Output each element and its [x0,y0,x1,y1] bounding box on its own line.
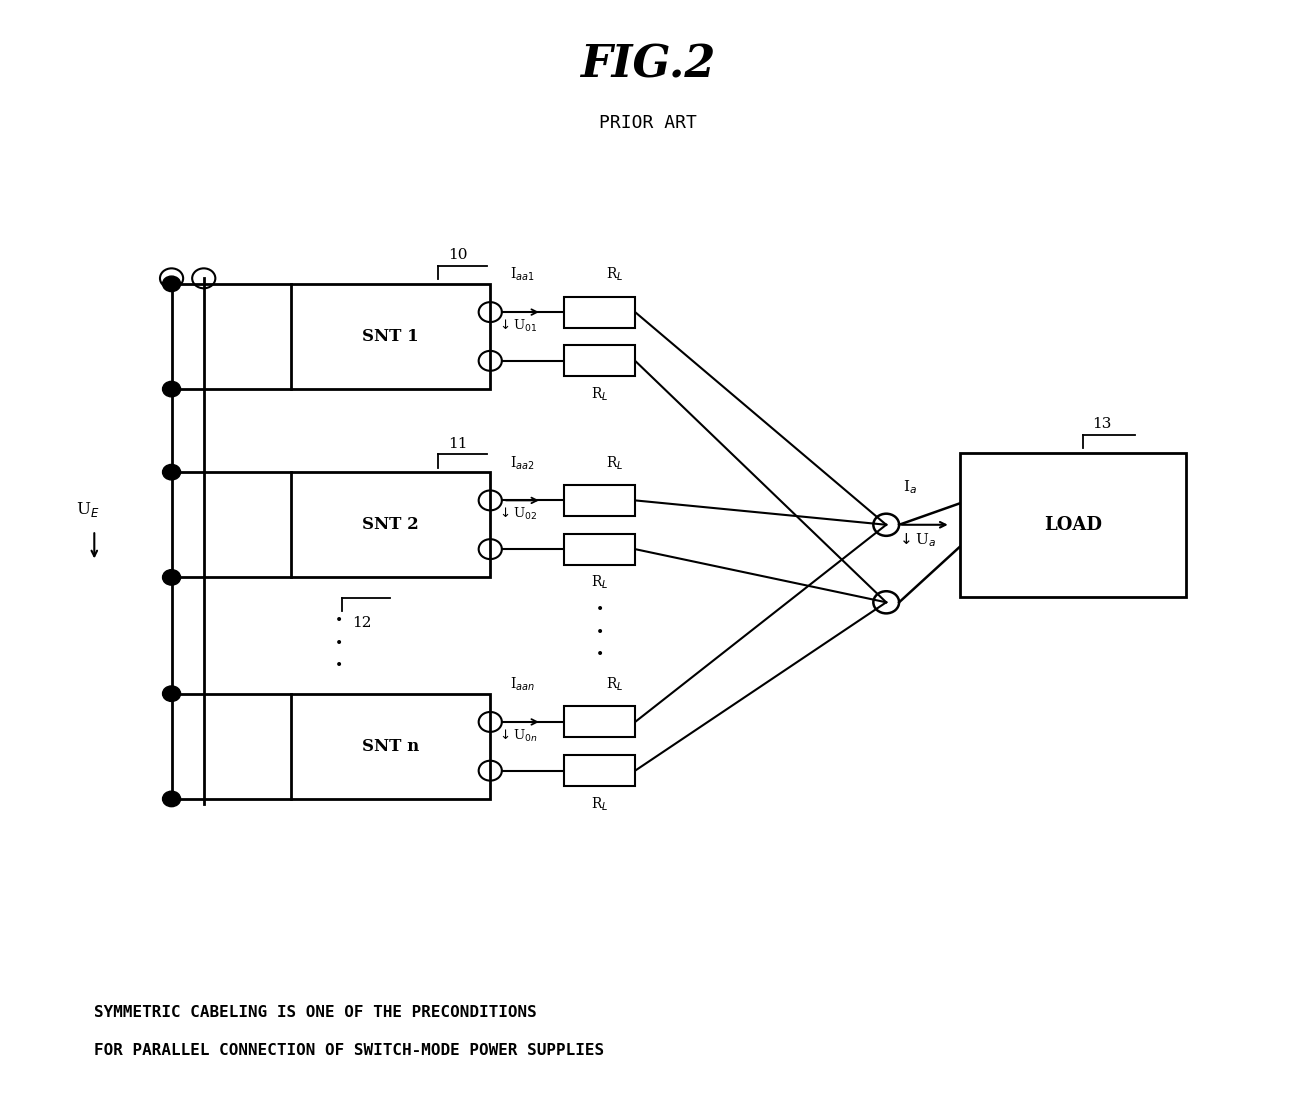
Text: PRIOR ART: PRIOR ART [599,114,697,132]
Bar [564,533,635,565]
Text: R$_L$: R$_L$ [607,454,623,472]
Text: R$_L$: R$_L$ [607,266,623,283]
Text: 13: 13 [1093,417,1112,432]
Text: SNT 1: SNT 1 [362,328,419,345]
Bar [564,756,635,786]
Text: SNT 2: SNT 2 [362,517,419,533]
Text: $\downarrow$U$_a$: $\downarrow$U$_a$ [897,531,936,549]
Text: SYMMETRIC CABELING IS ONE OF THE PRECONDITIONS: SYMMETRIC CABELING IS ONE OF THE PRECOND… [95,1004,537,1020]
Text: I$_a$: I$_a$ [903,479,918,497]
Text: •: • [596,603,604,616]
Circle shape [162,276,180,291]
Text: •: • [596,646,604,661]
Bar [290,472,490,577]
Text: R$_L$: R$_L$ [607,675,623,693]
Circle shape [162,569,180,585]
Text: I$_{aa1}$: I$_{aa1}$ [511,266,535,283]
Text: •: • [334,614,343,627]
Text: SNT n: SNT n [362,738,419,754]
Bar [564,297,635,328]
Bar [960,453,1186,597]
Text: 11: 11 [448,436,468,451]
Bar [564,345,635,376]
Circle shape [162,382,180,397]
Bar [564,706,635,738]
Bar [290,694,490,799]
Text: •: • [596,625,604,638]
Text: •: • [334,636,343,650]
Bar [290,283,490,389]
Bar [564,484,635,516]
Text: R$_L$: R$_L$ [591,574,608,591]
Circle shape [162,464,180,480]
Text: $\downarrow$U$_{02}$: $\downarrow$U$_{02}$ [496,507,537,522]
Circle shape [162,686,180,702]
Text: R$_L$: R$_L$ [591,385,608,403]
Text: R$_L$: R$_L$ [591,796,608,812]
Text: U$_E$: U$_E$ [76,500,100,519]
Text: $\downarrow$U$_{01}$: $\downarrow$U$_{01}$ [496,318,537,334]
Text: 12: 12 [351,616,372,629]
Text: I$_{aan}$: I$_{aan}$ [509,675,535,693]
Text: FOR PARALLEL CONNECTION OF SWITCH-MODE POWER SUPPLIES: FOR PARALLEL CONNECTION OF SWITCH-MODE P… [95,1043,604,1058]
Text: I$_{aa2}$: I$_{aa2}$ [511,454,535,472]
Text: FIG.2: FIG.2 [581,44,715,87]
Circle shape [162,791,180,807]
Text: LOAD: LOAD [1045,516,1102,533]
Text: $\downarrow$U$_{0n}$: $\downarrow$U$_{0n}$ [496,728,538,743]
Text: •: • [334,657,343,672]
Text: 10: 10 [448,249,468,262]
